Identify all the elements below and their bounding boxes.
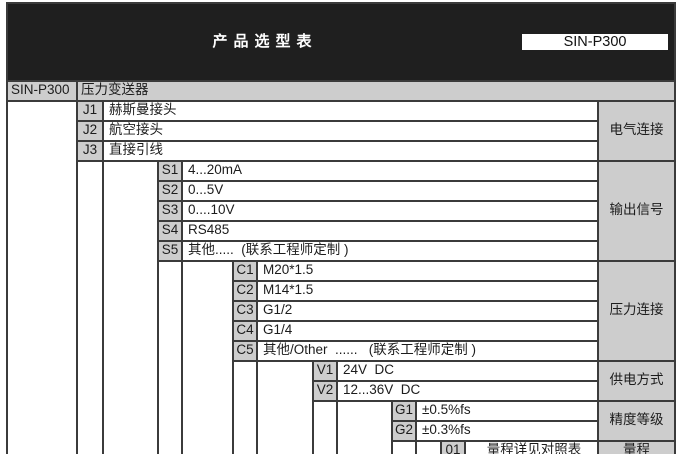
option-code-j1: J1 — [76, 99, 104, 122]
option-row-v1: V1 24V DC 供电方式 — [7, 359, 677, 454]
spacer-col-v — [312, 399, 338, 454]
option-row-c1: C1 M20*1.5 压力连接 — [7, 259, 677, 454]
option-code-s3: S3 — [157, 199, 183, 222]
option-desc-s1: 4...20mA — [181, 159, 599, 182]
product-selection-table: 产品选型表 SIN-P300 SIN-P300 压力变送器 J1 赫斯曼接头 电… — [5, 2, 677, 454]
product-row: SIN-P300 压力变送器 — [6, 79, 677, 102]
spacer-col-s-gap — [181, 259, 234, 454]
option-code-c5: C5 — [232, 339, 258, 362]
option-code-j3: J3 — [76, 139, 104, 162]
option-row-c2: C2 M14*1.5 — [7, 279, 675, 302]
spacer-col-c-gap — [256, 359, 314, 454]
model-number-box: SIN-P300 — [522, 33, 669, 50]
option-code-s1: S1 — [157, 159, 183, 182]
option-row-j2: J2 航空接头 — [7, 119, 675, 142]
option-code-01: 01 — [440, 439, 466, 454]
option-desc-j3: 直接引线 — [102, 139, 599, 162]
option-desc-s4: RS485 — [181, 219, 599, 242]
title-bar: 产品选型表 SIN-P300 — [5, 2, 677, 82]
option-desc-s2: 0...5V — [181, 179, 599, 202]
spacer-col-product — [6, 99, 78, 454]
spacer-col-c — [232, 359, 258, 454]
option-desc-g2: ±0.3%fs — [415, 419, 599, 442]
product-code-cell: SIN-P300 — [6, 79, 78, 102]
option-row-s3: S3 0....10V — [7, 199, 675, 222]
option-code-g2: G2 — [391, 419, 417, 442]
option-desc-01: 量程详见对照表 — [464, 439, 599, 454]
option-code-s4: S4 — [157, 219, 183, 242]
category-label-pressure-connection: 压力连接 — [596, 259, 677, 362]
option-desc-c1: M20*1.5 — [256, 259, 599, 282]
product-name-cell: 压力变送器 — [75, 79, 677, 102]
option-row-j1: J1 赫斯曼接头 电气连接 — [6, 99, 677, 454]
option-code-c3: C3 — [232, 299, 258, 322]
option-code-c1: C1 — [232, 259, 258, 282]
option-code-s2: S2 — [157, 179, 183, 202]
option-desc-s3: 0....10V — [181, 199, 599, 222]
option-code-v2: V2 — [312, 379, 338, 402]
option-desc-c3: G1/2 — [256, 299, 599, 322]
option-code-c4: C4 — [232, 319, 258, 342]
option-desc-j2: 航空接头 — [102, 119, 599, 142]
option-desc-c5: 其他/Other ...... (联系工程师定制 ) — [256, 339, 599, 362]
option-code-j2: J2 — [76, 119, 104, 142]
option-row-c5: C5 其他/Other ...... (联系工程师定制 ) — [7, 339, 675, 362]
option-code-s5: S5 — [157, 239, 183, 262]
title-wrap: 产品选型表 SIN-P300 — [9, 5, 673, 79]
spacer-col-g-gap — [415, 439, 442, 454]
option-row-g1: G1 ±0.5%fs 精度等级 — [7, 399, 677, 454]
option-row-s4: S4 RS485 — [7, 219, 675, 242]
option-code-v1: V1 — [312, 359, 338, 382]
title-row: 产品选型表 SIN-P300 — [5, 2, 677, 82]
spacer-col-s — [157, 259, 183, 454]
option-row-v2: V2 12...36V DC — [7, 379, 675, 402]
option-desc-v2: 12...36V DC — [336, 379, 599, 402]
option-desc-c4: G1/4 — [256, 319, 599, 342]
spacer-col-j-gap — [102, 159, 159, 454]
option-row-s1: S1 4...20mA 输出信号 — [7, 159, 677, 454]
option-row-s5: S5 其他..... (联系工程师定制 ) — [7, 239, 675, 262]
option-desc-c2: M14*1.5 — [256, 279, 599, 302]
table-title: 产品选型表 — [212, 32, 318, 50]
spacer-col-g — [391, 439, 417, 454]
spacer-col-v-gap — [336, 399, 393, 454]
option-row-g2: G2 ±0.3%fs — [7, 419, 675, 442]
option-desc-g1: ±0.5%fs — [415, 399, 599, 422]
option-row-c4: C4 G1/4 — [7, 319, 675, 342]
category-label-electrical-connection: 电气连接 — [596, 99, 677, 162]
option-desc-s5: 其他..... (联系工程师定制 ) — [181, 239, 599, 262]
category-label-range: 量程 — [596, 439, 677, 454]
category-label-output-signal: 输出信号 — [596, 159, 677, 262]
category-label-power-supply: 供电方式 — [596, 359, 677, 402]
option-code-c2: C2 — [232, 279, 258, 302]
option-row-j3: J3 直接引线 — [7, 139, 675, 162]
option-desc-v1: 24V DC — [336, 359, 599, 382]
option-row-s2: S2 0...5V — [7, 179, 675, 202]
option-code-g1: G1 — [391, 399, 417, 422]
category-label-accuracy-class: 精度等级 — [596, 399, 677, 442]
option-desc-j1: 赫斯曼接头 — [102, 99, 599, 122]
option-row-c3: C3 G1/2 — [7, 299, 675, 322]
option-row-01: 01 量程详见对照表 量程 — [7, 439, 677, 454]
spacer-col-j — [76, 159, 104, 454]
